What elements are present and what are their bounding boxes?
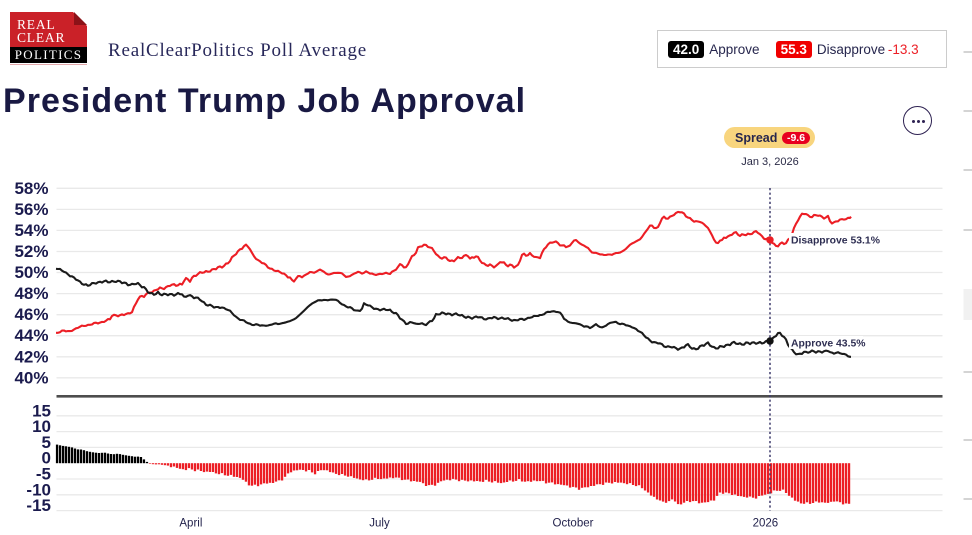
svg-text:42%: 42% xyxy=(14,347,48,366)
svg-text:April: April xyxy=(179,518,202,530)
svg-text:5: 5 xyxy=(42,433,51,452)
svg-text:56%: 56% xyxy=(14,200,48,219)
svg-text:52%: 52% xyxy=(14,242,48,261)
svg-text:50%: 50% xyxy=(14,263,48,282)
svg-text:58%: 58% xyxy=(14,179,48,198)
svg-text:Disapprove 53.1%: Disapprove 53.1% xyxy=(791,235,880,246)
svg-text:October: October xyxy=(553,518,594,530)
svg-text:Approve 43.5%: Approve 43.5% xyxy=(791,338,866,349)
svg-text:48%: 48% xyxy=(14,284,48,303)
svg-text:40%: 40% xyxy=(14,368,48,387)
svg-text:0: 0 xyxy=(42,449,51,468)
svg-text:15: 15 xyxy=(32,401,51,420)
svg-text:-15: -15 xyxy=(26,496,51,515)
svg-text:2026: 2026 xyxy=(753,518,779,530)
svg-text:-5: -5 xyxy=(36,465,51,484)
svg-text:54%: 54% xyxy=(14,221,48,240)
svg-text:10: 10 xyxy=(32,417,51,436)
svg-text:44%: 44% xyxy=(14,326,48,345)
svg-text:July: July xyxy=(369,518,390,530)
svg-text:-10: -10 xyxy=(26,480,51,499)
svg-text:46%: 46% xyxy=(14,305,48,324)
